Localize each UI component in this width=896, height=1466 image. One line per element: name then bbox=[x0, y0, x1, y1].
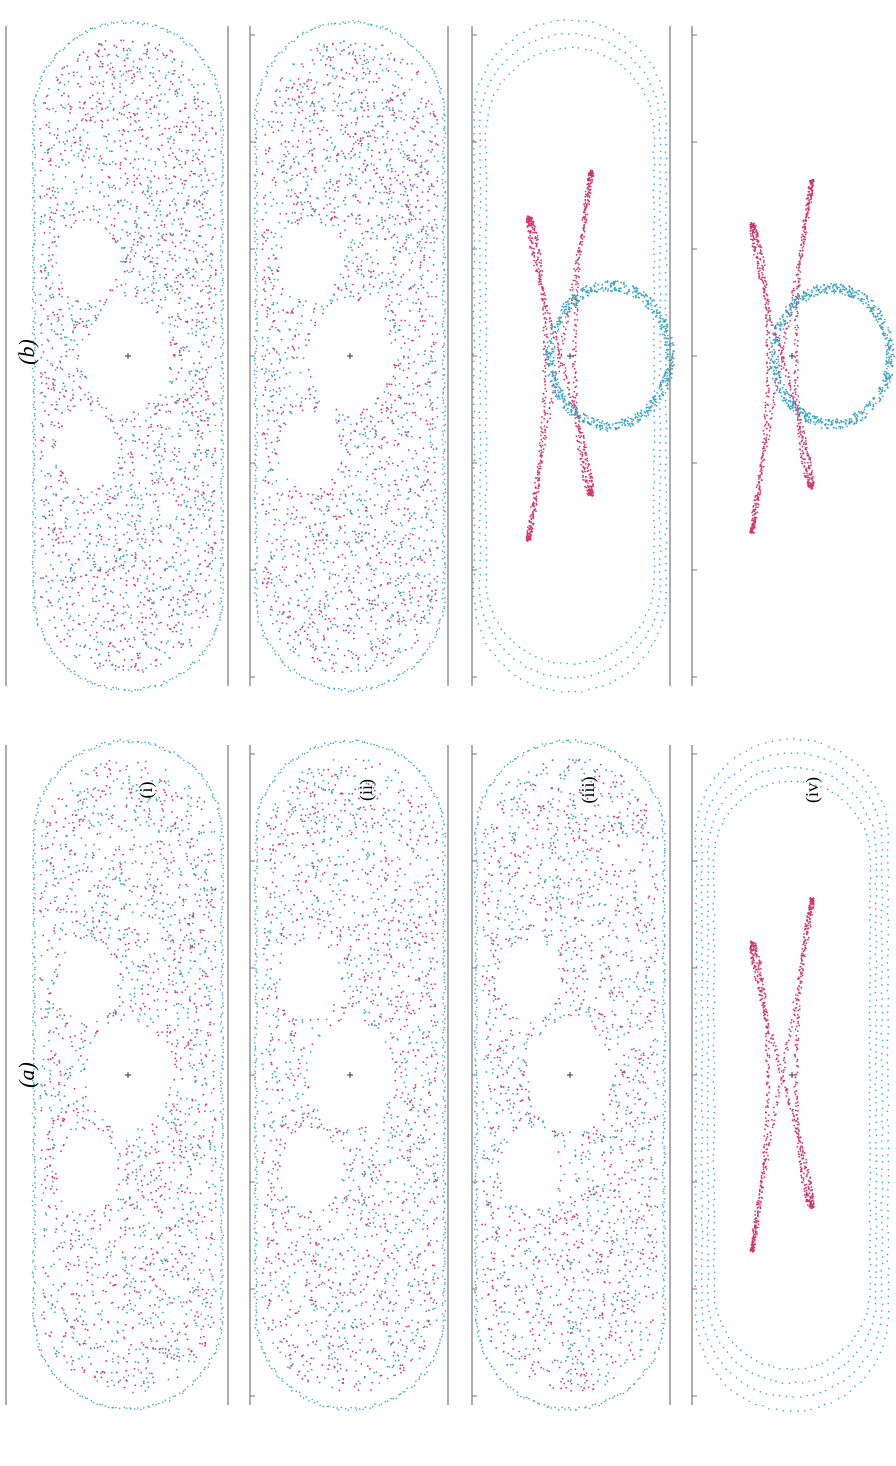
row-label-i: (i) bbox=[136, 782, 157, 799]
plot-a-2 bbox=[228, 739, 477, 1411]
plot-a-4 bbox=[670, 738, 896, 1412]
row-label-iii: (iii) bbox=[578, 777, 599, 804]
plot-a-3 bbox=[448, 739, 697, 1411]
row-label-iv: (iv) bbox=[802, 777, 823, 803]
row-label-ii: (ii) bbox=[356, 779, 377, 801]
plot-a-1 bbox=[6, 739, 255, 1410]
panel-label-b: (b) bbox=[14, 339, 39, 365]
plots-group bbox=[6, 19, 896, 1412]
panel-label-a: (a) bbox=[14, 1062, 39, 1088]
plot-b-4 bbox=[670, 26, 896, 686]
plot-b-3 bbox=[448, 19, 697, 693]
plot-b-2 bbox=[228, 20, 477, 692]
plot-b-1 bbox=[6, 20, 255, 692]
